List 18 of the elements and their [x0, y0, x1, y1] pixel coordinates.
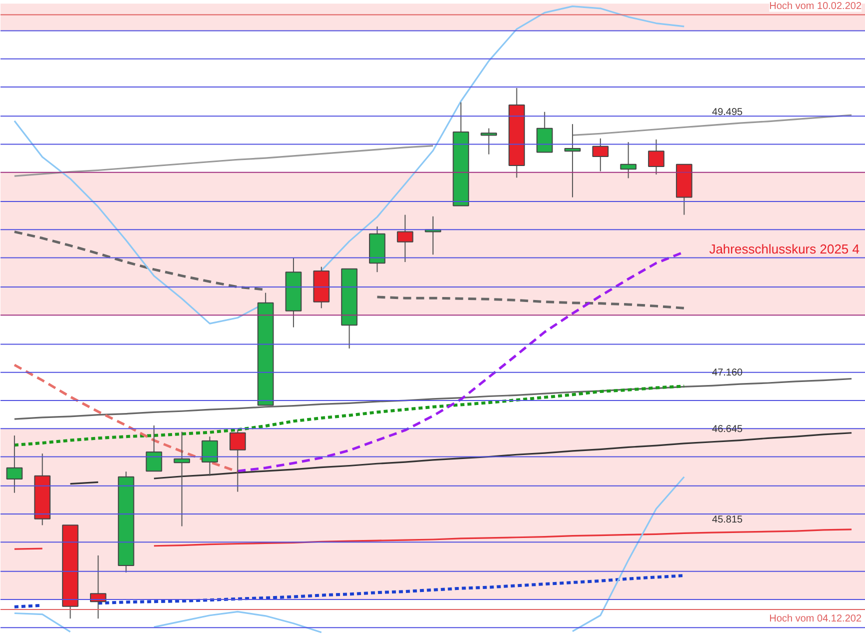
series-label: 49.495: [712, 107, 744, 118]
candlestick: [146, 424, 162, 472]
candlestick: [230, 429, 246, 492]
series-label: 45.815: [712, 514, 744, 526]
ref-line-label: Hoch vom 10.02.202: [769, 0, 862, 12]
candlestick: [536, 111, 553, 153]
annotation: Jahresschlusskurs 2025 4: [709, 241, 860, 256]
candlestick: [6, 435, 23, 494]
candlestick: [564, 124, 581, 198]
candlestick: [480, 128, 497, 155]
candlestick: [648, 138, 664, 175]
ref-line-label: Hoch vom 04.12.202: [769, 614, 862, 625]
candlestick: [620, 142, 636, 179]
candlestick: [592, 138, 609, 172]
candlestick: [174, 431, 190, 527]
candlestick: [90, 554, 106, 620]
candlestick: [396, 214, 414, 263]
candlestick: [202, 436, 218, 476]
